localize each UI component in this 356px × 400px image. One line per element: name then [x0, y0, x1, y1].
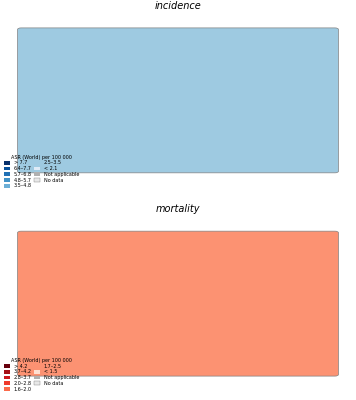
Legend: > 4.2, 3.7–4.2, 2.8–3.7, 2.0–2.8, 1.6–2.0, 1.7–2.5, < 1.5, Not applicable, No da: > 4.2, 3.7–4.2, 2.8–3.7, 2.0–2.8, 1.6–2.…	[2, 356, 81, 393]
Title: mortality: mortality	[156, 204, 200, 214]
Legend: > 7.7, 6.4–7.7, 5.7–6.8, 4.8–5.7, 3.5–4.8, 2.5–3.5, < 2.1, Not applicable, No da: > 7.7, 6.4–7.7, 5.7–6.8, 4.8–5.7, 3.5–4.…	[2, 153, 81, 190]
Title: incidence: incidence	[155, 1, 201, 11]
FancyBboxPatch shape	[17, 28, 339, 173]
FancyBboxPatch shape	[17, 231, 339, 376]
